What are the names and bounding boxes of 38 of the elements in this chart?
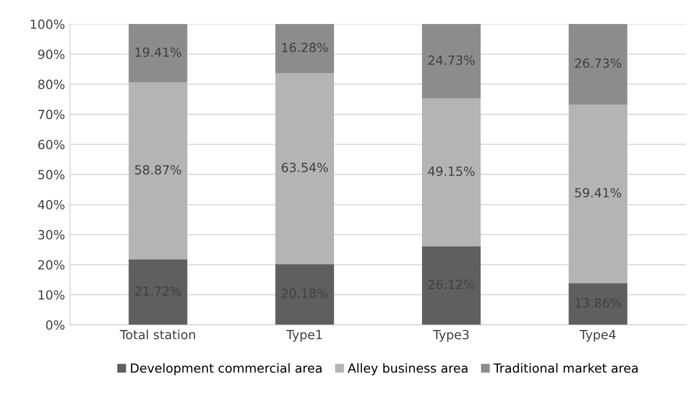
bar	[568, 104, 628, 284]
data-label: 16.28%	[282, 42, 328, 52]
y-tick-label: 80%	[38, 80, 64, 90]
y-tick-label: 70%	[38, 110, 64, 120]
bar	[422, 246, 481, 325]
x-tick-label: Type1	[286, 330, 322, 342]
y-tick-label: 50%	[38, 170, 64, 180]
x-tick-label: Type4	[580, 330, 616, 342]
bar	[422, 98, 481, 246]
data-label: 59.41%	[575, 188, 622, 198]
bar	[568, 283, 628, 325]
bar	[275, 73, 334, 264]
legend-label: Traditional market area	[493, 363, 638, 373]
y-tick-label: 20%	[38, 260, 64, 270]
y-tick-label: 0%	[46, 320, 64, 330]
data-label: 58.87%	[135, 165, 182, 175]
legend-label: Alley business area	[348, 363, 468, 376]
bar	[128, 24, 188, 82]
bar	[128, 259, 188, 325]
y-tick-label: 60%	[38, 140, 64, 150]
bar	[422, 24, 481, 98]
legend-label: Development commercial area	[130, 363, 322, 376]
data-label: 63.54%	[282, 162, 328, 172]
x-tick-label: Type3	[432, 330, 469, 342]
data-label: 26.73%	[575, 58, 622, 68]
y-tick-label: 100%	[30, 20, 64, 29]
y-tick-label: 40%	[38, 200, 64, 210]
bar	[568, 24, 628, 104]
y-tick-label: 90%	[38, 50, 64, 60]
data-label: 49.15%	[428, 166, 474, 176]
x-tick-label: Total station	[120, 330, 196, 340]
bar	[128, 82, 188, 260]
data-label: 24.73%	[428, 55, 474, 65]
bar	[275, 264, 334, 325]
data-label: 19.41%	[136, 47, 182, 57]
y-tick-label: 10%	[38, 290, 64, 300]
bar	[275, 24, 334, 74]
y-tick-label: 30%	[38, 230, 64, 240]
